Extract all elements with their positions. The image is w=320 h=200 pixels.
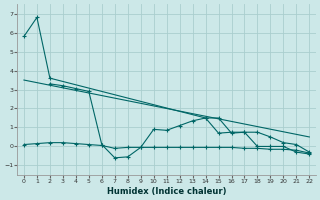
- X-axis label: Humidex (Indice chaleur): Humidex (Indice chaleur): [107, 187, 226, 196]
